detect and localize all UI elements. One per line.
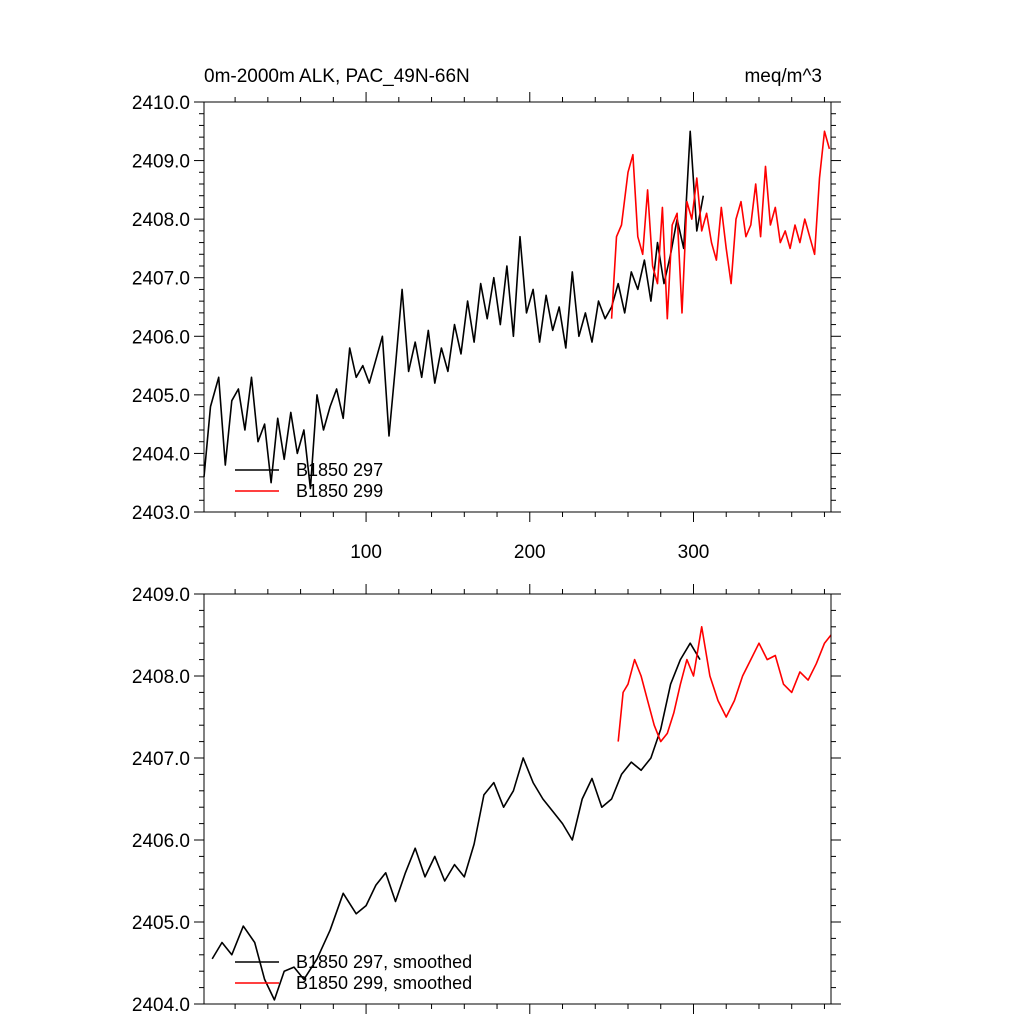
y-tick-label: 2408.0 <box>132 210 190 231</box>
y-tick-label: 2405.0 <box>132 386 190 407</box>
legend-label-2: B1850 299 <box>296 481 383 501</box>
y-tick-label: 2403.0 <box>132 503 190 524</box>
series-line-1 <box>211 642 701 1001</box>
y-tick-label: 2410.0 <box>132 93 190 114</box>
y-tick-label: 2406.0 <box>132 327 190 348</box>
y-tick-label: 2404.0 <box>132 444 190 465</box>
x-tick-label: 300 <box>678 542 710 563</box>
y-tick-label: 2404.0 <box>132 995 190 1016</box>
series-line-1 <box>203 130 705 490</box>
y-tick-label: 2409.0 <box>132 585 190 606</box>
legend-label-1: B1850 297 <box>296 460 383 480</box>
top-panel-axes: 2403.0 2404.0 2405.0 2406.0 2407.0 2408.0 2409… <box>132 92 841 563</box>
top-panel: 0m-2000m ALK, PAC_49N-66N meq/m^3 2403.0… <box>132 66 841 563</box>
series-line-2 <box>617 625 832 743</box>
bottom-panel-axes: 2404.0 2405.0 2406.0 2407.0 2408.0 2409.0 <box>132 584 841 1016</box>
top-panel-units: meq/m^3 <box>744 66 822 87</box>
y-tick-label: 2407.0 <box>132 269 190 290</box>
bottom-panel: 2404.0 2405.0 2406.0 2407.0 2408.0 2409.0 B18… <box>132 584 841 1016</box>
top-panel-title: 0m-2000m ALK, PAC_49N-66N <box>204 66 470 87</box>
series-line-2 <box>610 130 831 320</box>
legend-label-2: B1850 299, smoothed <box>296 973 472 993</box>
bottom-panel-series <box>211 625 832 1001</box>
top-panel-frame <box>203 101 832 513</box>
legend-label-1: B1850 297, smoothed <box>296 952 472 972</box>
y-tick-label: 2409.0 <box>132 152 190 173</box>
y-tick-label: 2408.0 <box>132 667 190 688</box>
top-panel-series <box>203 130 831 490</box>
x-tick-label: 100 <box>350 542 382 563</box>
y-tick-label: 2407.0 <box>132 749 190 770</box>
y-tick-label: 2405.0 <box>132 913 190 934</box>
bottom-panel-frame <box>203 593 832 1005</box>
x-tick-label: 200 <box>514 542 546 563</box>
y-tick-label: 2406.0 <box>132 831 190 852</box>
